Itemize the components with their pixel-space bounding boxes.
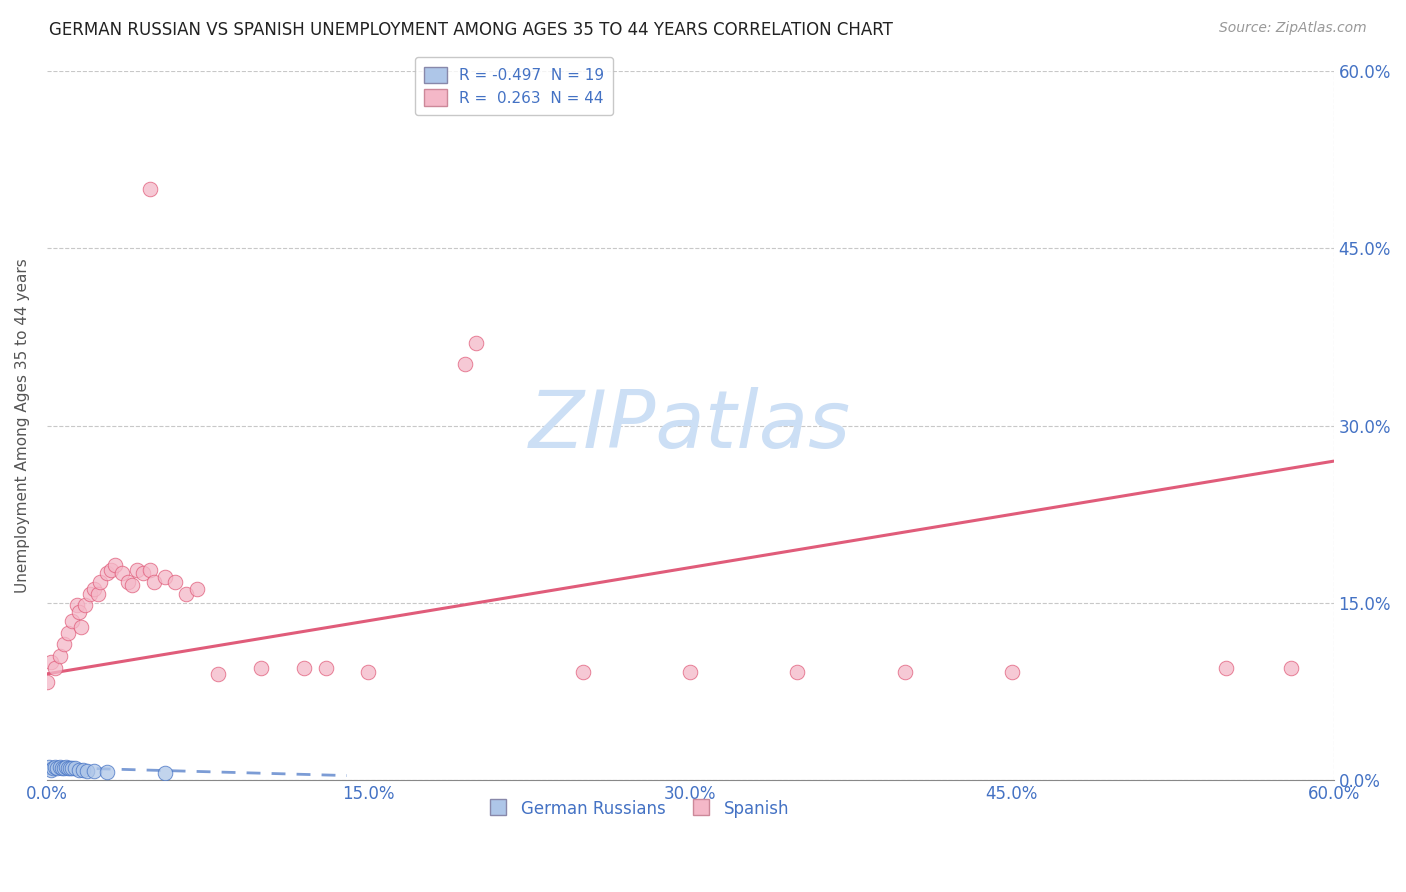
Point [132, 566, 155, 581]
Point [39, 655, 62, 669]
Point [42, 762, 65, 776]
Point [142, 574, 165, 589]
Point [138, 563, 160, 577]
Point [39, 763, 62, 777]
Point [96, 764, 118, 779]
Point [76, 764, 98, 778]
Point [174, 586, 197, 600]
Point [52, 762, 75, 776]
Y-axis label: Unemployment Among Ages 35 to 44 years: Unemployment Among Ages 35 to 44 years [15, 259, 30, 593]
Point [111, 566, 134, 581]
Point [292, 661, 315, 675]
Point [572, 665, 595, 679]
Point [83, 764, 105, 778]
Point [79, 586, 101, 600]
Point [56, 762, 79, 776]
Text: ZIPatlas: ZIPatlas [529, 386, 851, 465]
Point [165, 574, 187, 589]
Point [893, 665, 915, 679]
Point [72, 763, 94, 777]
Point [70, 620, 93, 634]
Point [46, 762, 69, 776]
Point [63, 762, 86, 776]
Point [357, 665, 380, 679]
Point [60, 614, 83, 628]
Text: Source: ZipAtlas.com: Source: ZipAtlas.com [1219, 21, 1367, 35]
Point [60, 762, 83, 776]
Point [117, 574, 139, 589]
Point [104, 558, 127, 573]
Point [186, 582, 208, 596]
Point [138, 182, 160, 196]
Text: GERMAN RUSSIAN VS SPANISH UNEMPLOYMENT AMONG AGES 35 TO 44 YEARS CORRELATION CHA: GERMAN RUSSIAN VS SPANISH UNEMPLOYMENT A… [49, 21, 893, 38]
Point [464, 335, 486, 350]
Point [48, 649, 70, 664]
Point [153, 570, 176, 584]
Point [35, 675, 58, 690]
Point [96, 566, 118, 581]
Point [1001, 665, 1024, 679]
Point [315, 661, 337, 675]
Point [67, 763, 90, 777]
Point [121, 578, 143, 592]
Point [52, 637, 75, 651]
Point [75, 599, 97, 613]
Point [87, 586, 110, 600]
Legend: German Russians, Spanish: German Russians, Spanish [481, 794, 796, 825]
Point [51, 762, 73, 776]
Point [454, 357, 477, 371]
Point [56, 625, 79, 640]
Point [66, 599, 89, 613]
Point [1279, 661, 1302, 675]
Point [100, 563, 122, 577]
Point [153, 766, 176, 780]
Point [1215, 661, 1237, 675]
Point [89, 574, 111, 589]
Point [250, 661, 273, 675]
Point [38, 760, 60, 774]
Point [125, 563, 148, 577]
Point [59, 762, 82, 776]
Point [83, 582, 105, 596]
Point [786, 665, 808, 679]
Point [207, 667, 229, 681]
Point [48, 760, 70, 774]
Point [67, 606, 90, 620]
Point [44, 760, 66, 774]
Point [55, 760, 77, 774]
Point [679, 665, 702, 679]
Point [44, 661, 66, 675]
